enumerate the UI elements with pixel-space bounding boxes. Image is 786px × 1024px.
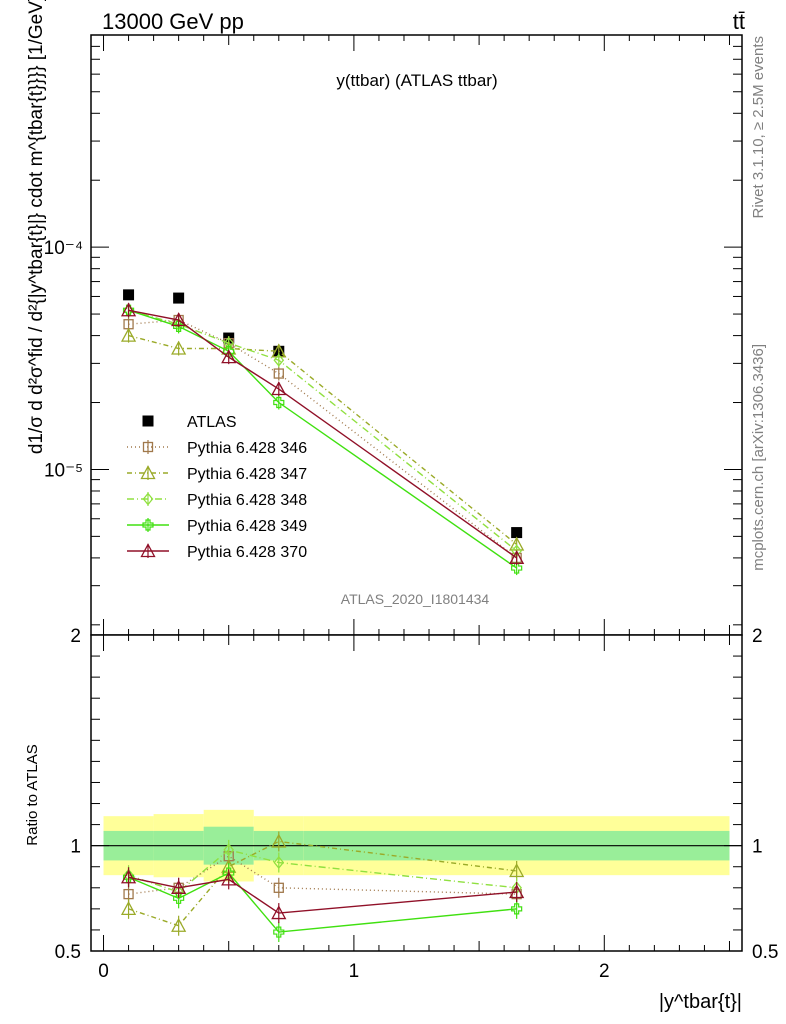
ratio-point (120, 901, 137, 916)
ratio-point (273, 926, 285, 938)
data-point (273, 396, 285, 409)
data-point (273, 353, 285, 367)
ratio-point (171, 879, 187, 894)
ratio-line (128, 840, 517, 927)
legend-label: Pythia 6.428 370 (187, 544, 307, 561)
legend-label: Pythia 6.428 349 (187, 518, 307, 535)
ratio-point (509, 863, 525, 878)
ratio-series-2 (120, 831, 525, 936)
legend-item: Pythia 6.428 348 (127, 492, 307, 509)
legend: ATLAS Pythia 6.428 346 Pythia 6.428 347 Pyt… (127, 414, 307, 561)
legend-label: Pythia 6.428 347 (187, 466, 307, 483)
ratio-y-tick-label: 1 (70, 837, 81, 858)
ratio-y-tick-label: 2 (70, 626, 81, 647)
legend-marker (142, 519, 154, 531)
legend-label: Pythia 6.428 348 (187, 492, 307, 509)
legend-item: Pythia 6.428 347 (127, 465, 307, 483)
ratio-point (221, 871, 237, 886)
header-right: tt̄ (733, 9, 745, 34)
data-point (120, 327, 137, 342)
data-point (509, 550, 525, 565)
ratio-line (128, 855, 517, 895)
data-point (171, 312, 187, 327)
legend-label: ATLAS (187, 414, 237, 431)
series-mc-5 (120, 302, 525, 565)
series-line (128, 319, 518, 559)
ratio-point (123, 888, 134, 900)
legend-item: Pythia 6.428 346 (127, 440, 307, 457)
series-line (128, 334, 518, 545)
ratio-point (509, 884, 525, 899)
ratio-axis-ticks: 0.5 0.5 1 1 2 2 0 1 2 (55, 626, 779, 982)
main-axis-ticks: 10⁻⁴ 10⁻⁵ (44, 35, 742, 635)
ratio-series-layer (120, 831, 525, 943)
mcplots-label: mcplots.cern.ch [arXiv:1306.3436] (750, 344, 767, 571)
data-point (120, 302, 137, 317)
data-point (221, 349, 237, 364)
data-point (173, 320, 185, 332)
data-point (511, 527, 523, 539)
rivet-label: Rivet 3.1.10, ≥ 2.5M events (750, 36, 767, 219)
main-y-axis-label: d1/σ d d²σ^fid / d²{|y^tbar{t}|} cdot m^… (26, 0, 47, 454)
analysis-watermark: ATLAS_2020_I1801434 (341, 591, 490, 607)
main-y-tick-label: 10⁻⁴ (44, 238, 83, 259)
main-series-layer (120, 289, 525, 576)
legend-marker (142, 441, 154, 453)
ratio-point (173, 892, 185, 904)
legend-marker (142, 415, 154, 427)
data-point (271, 381, 287, 396)
main-plot-panel: 10⁻⁴ 10⁻⁵ y(ttbar) (ATLAS ttbar) ATLAS_20… (26, 0, 743, 636)
series-line (128, 309, 518, 552)
data-point (173, 292, 185, 304)
legend-item: Pythia 6.428 370 (127, 543, 307, 561)
ratio-plot-frame (90, 634, 743, 952)
legend-marker (142, 492, 154, 506)
ratio-point (171, 917, 187, 932)
data-point (123, 289, 135, 301)
ratio-point (120, 869, 137, 884)
ratio-point (271, 905, 287, 920)
header-left: 13000 GeV pp (102, 9, 244, 34)
ratio-y-tick-label-right: 0.5 (752, 942, 778, 963)
ratio-point (273, 855, 285, 870)
x-tick-label: 1 (349, 961, 360, 982)
legend-item: ATLAS (142, 414, 237, 431)
ratio-point (271, 833, 287, 848)
ratio-plot-panel: 0.5 0.5 1 1 2 2 0 1 2 Ratio to ATLAS |y^tbar{t}| (24, 626, 778, 1013)
x-axis-label: |y^tbar{t}| (659, 991, 742, 1013)
ratio-point (223, 867, 235, 879)
legend-label: Pythia 6.428 346 (187, 440, 307, 457)
legend-item: Pythia 6.428 349 (127, 518, 307, 535)
ratio-point (511, 903, 523, 915)
x-tick-label: 2 (599, 961, 610, 982)
main-y-tick-label: 10⁻⁵ (44, 460, 83, 481)
legend-marker (140, 465, 156, 480)
ratio-series-5 (120, 867, 525, 924)
ratio-y-tick-label: 0.5 (55, 942, 81, 963)
ratio-y-tick-label-right: 2 (752, 626, 763, 647)
data-point (273, 368, 284, 379)
ratio-y-tick-label-right: 1 (752, 837, 763, 858)
x-tick-label: 0 (98, 961, 109, 982)
ratio-point (223, 843, 235, 857)
data-point (171, 340, 187, 355)
ratio-point (273, 882, 284, 893)
legend-marker (140, 543, 156, 558)
ratio-y-axis-label: Ratio to ATLAS (24, 744, 41, 845)
ratio-uncertainty-bands (91, 809, 742, 882)
data-point (511, 562, 523, 574)
chart-title: y(ttbar) (ATLAS ttbar) (336, 71, 497, 90)
data-point (223, 345, 235, 357)
